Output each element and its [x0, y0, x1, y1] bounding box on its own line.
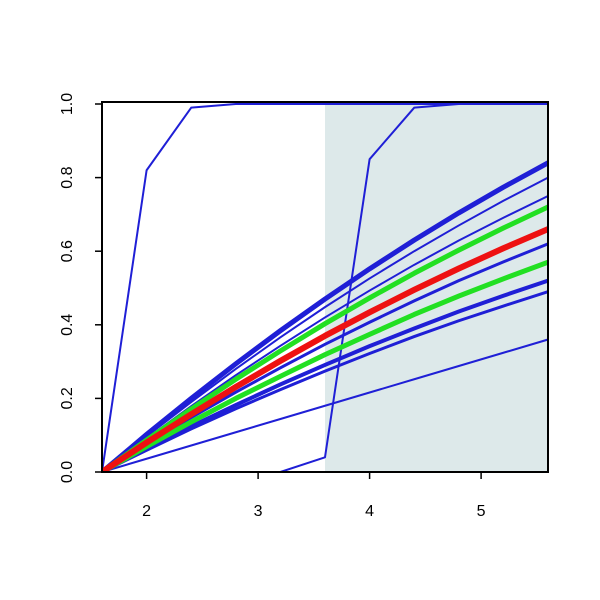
- plot-frame: [101, 101, 549, 473]
- curve: [102, 259, 548, 472]
- curve-layer: [102, 103, 548, 472]
- shaded-region: [325, 102, 548, 472]
- y-tick-label: 0.6: [59, 240, 76, 262]
- curve: [102, 103, 548, 472]
- curve: [102, 278, 548, 472]
- y-tick-label: 0.4: [59, 314, 76, 336]
- y-tick-label: 0.2: [59, 387, 76, 409]
- curve: [102, 204, 548, 472]
- curve: [102, 338, 548, 472]
- shade-layer: [325, 102, 548, 472]
- x-tick-label: 2: [142, 503, 151, 520]
- curve: [102, 176, 548, 472]
- x-tick-label: 3: [254, 503, 263, 520]
- curve: [102, 160, 548, 472]
- curve: [102, 226, 548, 472]
- axes-layer: 0.0 0.2 0.4 0.6 0.8 1.0 2 3 4 5: [59, 93, 549, 520]
- curve: [102, 290, 548, 472]
- x-tick-label: 4: [365, 503, 374, 520]
- y-tick-label: 0.0: [59, 461, 76, 483]
- y-tick-label: 0.8: [59, 166, 76, 188]
- x-tick-label: 5: [477, 503, 486, 520]
- y-tick-label: 1.0: [59, 93, 76, 115]
